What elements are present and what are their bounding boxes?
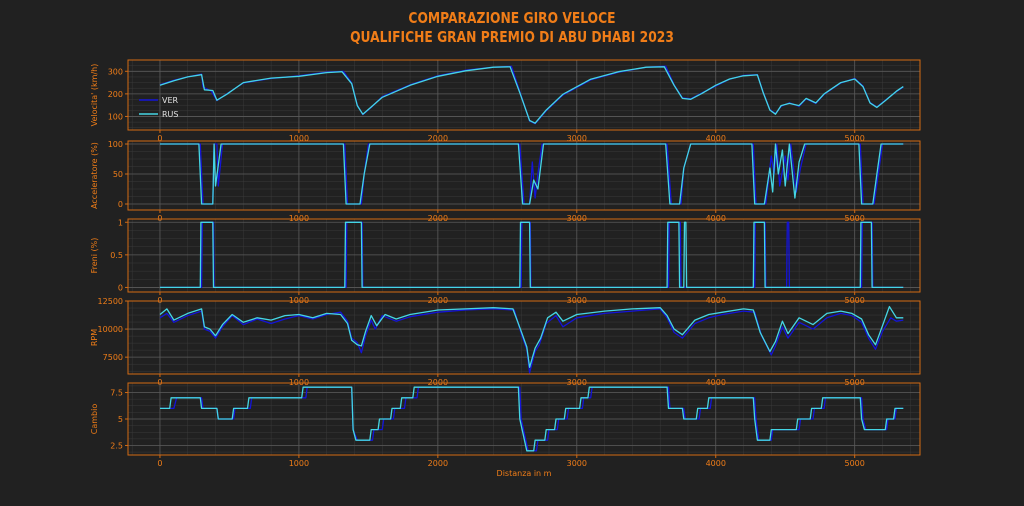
axes-frame [127, 300, 921, 375]
y-tick-label: 50 [113, 170, 123, 179]
x-tick-label: 2000 [428, 459, 448, 468]
panel-2: 0 1000 2000 3000 4000 5000050100Acceleratore … [90, 140, 921, 223]
x-tick-label: 5000 [845, 459, 865, 468]
y-tick-label: 100 [108, 112, 123, 121]
y-tick-label: 100 [108, 140, 123, 149]
series-rus-line [160, 386, 904, 452]
panel-1: 0 1000 2000 3000 4000 5000 100 200 300 Velocita' … [90, 59, 921, 143]
series-rus-line [159, 305, 904, 368]
series-ver-line [159, 65, 904, 125]
series-rus-line [160, 221, 904, 289]
y-tick-label: 300 [108, 67, 123, 76]
y-axis-label: RPM [90, 329, 99, 346]
y-axis-label: Freni (%) [90, 238, 99, 274]
x-tick-label: 4000 [706, 459, 726, 468]
x-tick-label: 1000 [289, 134, 309, 143]
x-tick-label: 4000 [706, 134, 726, 143]
y-axis-label: Cambio [90, 404, 99, 435]
y-tick-label: 5 [118, 415, 123, 424]
axes-frame [127, 382, 921, 456]
y-tick-label: 200 [108, 90, 123, 99]
chart-subtitle: QUALIFICHE GRAN PREMIO DI ABU DHABI 2023 [350, 28, 674, 46]
axes-frame [127, 140, 921, 211]
y-tick-label: 7500 [103, 353, 123, 362]
y-tick-label: 7.5 [110, 389, 123, 398]
y-axis-label: Acceleratore (%) [90, 142, 99, 209]
legend-label-rus: RUS [162, 110, 179, 119]
series-rus-line [160, 143, 904, 205]
x-tick-label: 0 [157, 459, 162, 468]
x-tick-label: 3000 [567, 134, 587, 143]
series-rus-line [159, 66, 904, 124]
axes-frame [127, 218, 921, 293]
y-tick-label: 2.5 [110, 441, 123, 450]
legend: VER RUS [139, 96, 179, 119]
x-tick-label: 2000 [428, 134, 448, 143]
x-tick-label: 1000 [289, 459, 309, 468]
y-axis-label: Velocita' (km/h) [90, 64, 99, 127]
legend-label-ver: VER [162, 96, 179, 105]
y-tick-label: 10000 [98, 325, 123, 334]
series-ver-line [159, 308, 904, 374]
panel-5: 0 1000 2000 3000 4000 5000 2.5 5 7.5 Cambio [90, 382, 921, 468]
x-tick-label: 0 [157, 134, 162, 143]
chart-title: COMPARAZIONE GIRO VELOCE [408, 9, 616, 27]
x-tick-label: 5000 [845, 134, 865, 143]
y-tick-label: 1 [118, 218, 123, 227]
x-tick-label: 3000 [567, 459, 587, 468]
y-tick-label: 0 [118, 283, 123, 292]
x-axis-label: Distanza in m [497, 469, 552, 478]
y-tick-label: 0.5 [110, 251, 123, 260]
y-tick-label: 0 [118, 200, 123, 209]
axes-frame [127, 59, 921, 131]
y-tick-label: 12500 [98, 297, 123, 306]
